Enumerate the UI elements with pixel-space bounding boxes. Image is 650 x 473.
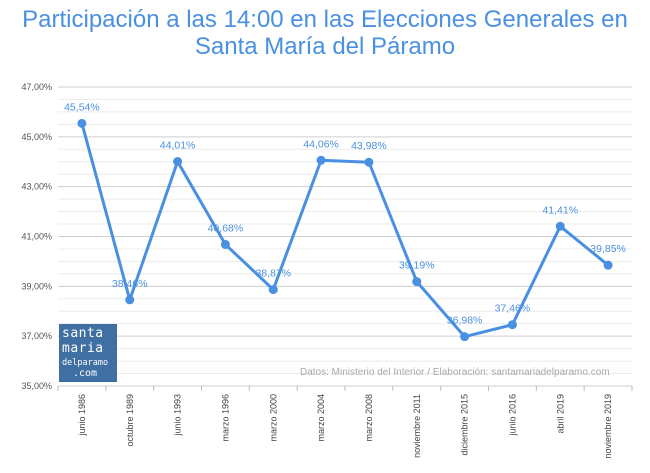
y-tick-label: 45,00% — [21, 132, 52, 142]
data-label: 41,41% — [542, 204, 578, 216]
data-point — [125, 295, 135, 305]
chart-title: Participación a las 14:00 en las Eleccio… — [22, 6, 628, 60]
data-point — [268, 285, 278, 295]
x-axis-tick-labels: junio 1986 octubre 1989 junio 1993 marzo 19… — [77, 394, 613, 459]
source-note: Datos: Ministerio del Interior / Elabora… — [300, 367, 610, 378]
data-point — [220, 239, 230, 249]
x-tick-label: junio 1986 — [77, 394, 87, 437]
data-labels: 45,54% 38,46% 44,01% 40,68% 38,87% 44,06% 43,9… — [64, 101, 626, 326]
x-tick-label: junio 2016 — [507, 394, 517, 437]
x-tick-label: marzo 2008 — [364, 394, 374, 442]
data-label: 44,06% — [303, 138, 339, 150]
logo-text-line2: maria — [62, 341, 104, 356]
x-tick-label: noviembre 2019 — [603, 394, 613, 459]
data-point — [316, 155, 326, 165]
series-line — [80, 122, 610, 339]
y-tick-label: 41,00% — [21, 232, 52, 242]
data-point — [412, 277, 422, 287]
data-label: 40,68% — [208, 222, 244, 234]
x-tick-label: junio 1993 — [173, 394, 183, 437]
x-tick-label: diciembre 2015 — [460, 394, 470, 456]
grid-lines — [57, 86, 633, 391]
x-tick-label: noviembre 2011 — [412, 394, 422, 458]
data-label: 39,85% — [590, 243, 626, 255]
x-tick-label: abril 2019 — [555, 394, 565, 434]
series-polyline — [80, 122, 610, 339]
data-label: 38,87% — [255, 268, 291, 280]
data-label: 44,01% — [160, 140, 196, 152]
logo-text-line3: delparamo — [62, 358, 109, 368]
site-logo: santa maria delparamo .com — [59, 324, 117, 382]
data-point — [507, 320, 517, 330]
y-axis-tick-labels: 35,00% 37,00% 39,00% 41,00% 43,00% 45,00% 47,0… — [21, 82, 52, 391]
data-point — [603, 260, 613, 270]
y-tick-label: 37,00% — [21, 331, 52, 341]
data-label: 36,98% — [447, 315, 483, 327]
data-point — [173, 157, 183, 167]
x-tick-label: marzo 2000 — [268, 394, 278, 442]
data-point — [460, 332, 470, 342]
data-point — [77, 118, 87, 128]
x-tick-label: octubre 1989 — [125, 394, 135, 447]
data-points — [77, 118, 613, 342]
data-label: 38,46% — [112, 278, 148, 290]
data-point — [555, 221, 565, 231]
logo-text-line4: .com — [73, 368, 98, 379]
data-label: 39,19% — [399, 260, 435, 272]
logo-text-line1: santa — [62, 326, 104, 341]
y-tick-label: 43,00% — [21, 182, 52, 192]
data-label: 45,54% — [64, 101, 100, 113]
y-tick-label: 47,00% — [21, 82, 52, 92]
x-tick-label: marzo 2004 — [316, 394, 326, 442]
data-point — [364, 157, 374, 167]
data-label: 43,98% — [351, 140, 387, 152]
x-tick-label: marzo 1996 — [220, 394, 230, 442]
y-tick-label: 39,00% — [21, 281, 52, 291]
data-label: 37,46% — [495, 303, 531, 315]
y-tick-label: 35,00% — [21, 381, 52, 391]
